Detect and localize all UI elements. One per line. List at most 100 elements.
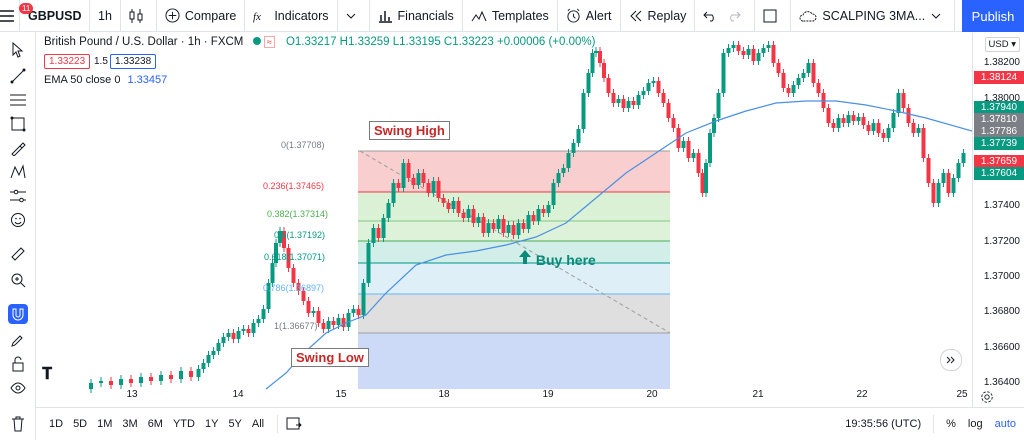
candle-body — [436, 181, 441, 198]
range-button-5y[interactable]: 5Y — [228, 418, 242, 430]
candle-body — [546, 205, 551, 213]
cloud-icon — [799, 10, 817, 21]
range-button-all[interactable]: All — [251, 418, 265, 430]
buy-here-label[interactable]: Buy here — [518, 249, 596, 268]
candle-body — [796, 78, 801, 85]
rectangle-tool[interactable] — [8, 114, 28, 134]
range-button-ytd[interactable]: YTD — [172, 418, 195, 430]
candle-body — [602, 63, 606, 78]
auto-toggle[interactable]: auto — [994, 418, 1016, 430]
symbol-search[interactable]: GBPUSD — [20, 0, 90, 32]
candle-body — [169, 375, 173, 379]
plus-circle-icon — [165, 8, 180, 23]
goto-date-button[interactable] — [286, 416, 302, 433]
indicators-label: Indicators — [274, 8, 329, 23]
chart-type-button[interactable] — [121, 0, 157, 32]
candle-body — [286, 248, 291, 268]
candle-body — [576, 129, 581, 143]
trend-line-tool[interactable] — [8, 66, 28, 86]
time-axis[interactable]: 13 14 15 18 19 20 21 22 25 — [36, 386, 972, 406]
horizontal-lines-icon — [10, 94, 26, 106]
magnet-tool[interactable] — [8, 304, 28, 324]
publish-button[interactable]: Publish — [962, 0, 1024, 32]
candle-body — [471, 209, 476, 223]
divider — [277, 415, 279, 433]
candle-body — [704, 163, 708, 193]
candle-body — [411, 178, 416, 185]
remove-drawings-tool[interactable] — [8, 414, 28, 434]
undo-icon[interactable] — [703, 10, 717, 22]
candle-body — [371, 228, 376, 243]
candle-body — [536, 209, 541, 221]
candle-body — [426, 183, 431, 193]
indicators-button[interactable]: fx Indicators — [245, 0, 338, 32]
draw-mode-tool[interactable] — [8, 330, 28, 350]
emoji-tool[interactable] — [8, 210, 28, 230]
price-tick: 1.37000 — [983, 271, 1020, 282]
range-button-5d[interactable]: 5D — [73, 418, 88, 430]
range-button-6m[interactable]: 6M — [147, 418, 163, 430]
candle-body — [621, 99, 626, 108]
candle-body — [341, 318, 346, 327]
sell-price-box[interactable]: 1.33223 — [44, 54, 91, 69]
pattern-tool[interactable] — [8, 162, 28, 182]
range-button-1m[interactable]: 1M — [97, 418, 113, 430]
time-tick: 15 — [335, 389, 347, 400]
candle-body — [571, 143, 576, 153]
price-axis[interactable]: USD ▾ 1.38200 1.38000 1.37400 1.37200 1.… — [972, 33, 1024, 407]
candle-body — [606, 78, 611, 93]
swing-high-label[interactable]: Swing High — [369, 121, 450, 140]
visibility-tool[interactable] — [8, 378, 28, 398]
percent-toggle[interactable]: % — [946, 418, 956, 430]
hamburger-icon — [0, 9, 14, 22]
candle-body — [331, 321, 336, 325]
buy-price-box[interactable]: 1.33238 — [110, 54, 157, 69]
symbol-description: British Pound / U.S. Dollar · 1h · FXCM — [44, 36, 244, 48]
zoom-tool[interactable] — [8, 270, 28, 290]
candle-body — [296, 283, 301, 291]
candle-body — [306, 301, 311, 313]
forecast-tool[interactable] — [8, 186, 28, 206]
interval-button[interactable]: 1h — [90, 0, 121, 32]
compare-button[interactable]: Compare — [157, 0, 246, 32]
candle-body — [481, 217, 486, 233]
candle-body — [598, 51, 602, 63]
candle-body — [231, 333, 236, 339]
redo-icon[interactable] — [727, 10, 742, 22]
time-tick: 22 — [856, 389, 868, 400]
price-chart[interactable] — [36, 33, 972, 407]
candle-body — [651, 81, 656, 83]
range-button-1y[interactable]: 1Y — [204, 418, 219, 430]
lock-tool[interactable] — [8, 354, 28, 374]
cursor-tool[interactable] — [8, 40, 28, 60]
candle-body — [806, 63, 811, 73]
candle-body — [681, 141, 686, 148]
ema-line — [265, 100, 972, 390]
indicators-dropdown[interactable] — [338, 0, 370, 32]
clock-time[interactable]: 19:35:56 (UTC) — [845, 418, 922, 430]
log-toggle[interactable]: log — [967, 418, 983, 430]
ema-legend[interactable]: EMA 50 close 0 1.33457 — [44, 74, 167, 86]
chart-canvas[interactable] — [36, 33, 972, 407]
alert-button[interactable]: Alert — [558, 0, 621, 32]
financials-button[interactable]: Financials — [370, 0, 463, 32]
horizontal-lines-tool[interactable] — [8, 90, 28, 110]
range-button-3m[interactable]: 3M — [122, 418, 138, 430]
candle-body — [846, 115, 851, 123]
templates-button[interactable]: Templates — [463, 0, 558, 32]
candle-body — [356, 309, 361, 315]
scroll-to-realtime-button[interactable] — [940, 349, 962, 371]
axis-settings-button[interactable] — [980, 390, 994, 407]
candle-body — [561, 168, 566, 173]
layout-checkbox[interactable] — [754, 0, 792, 32]
range-button-1d[interactable]: 1D — [49, 418, 64, 430]
currency-selector[interactable]: USD ▾ — [984, 37, 1020, 52]
main-menu-button[interactable]: 11 — [0, 0, 34, 32]
ruler-tool[interactable] — [8, 244, 28, 264]
layout-name-button[interactable]: SCALPING 3MA... — [791, 0, 956, 32]
swing-low-label[interactable]: Swing Low — [291, 348, 369, 367]
candle-body — [246, 329, 251, 333]
brush-tool[interactable] — [8, 138, 28, 158]
replay-button[interactable]: Replay — [621, 0, 696, 32]
candle-body — [261, 309, 266, 319]
